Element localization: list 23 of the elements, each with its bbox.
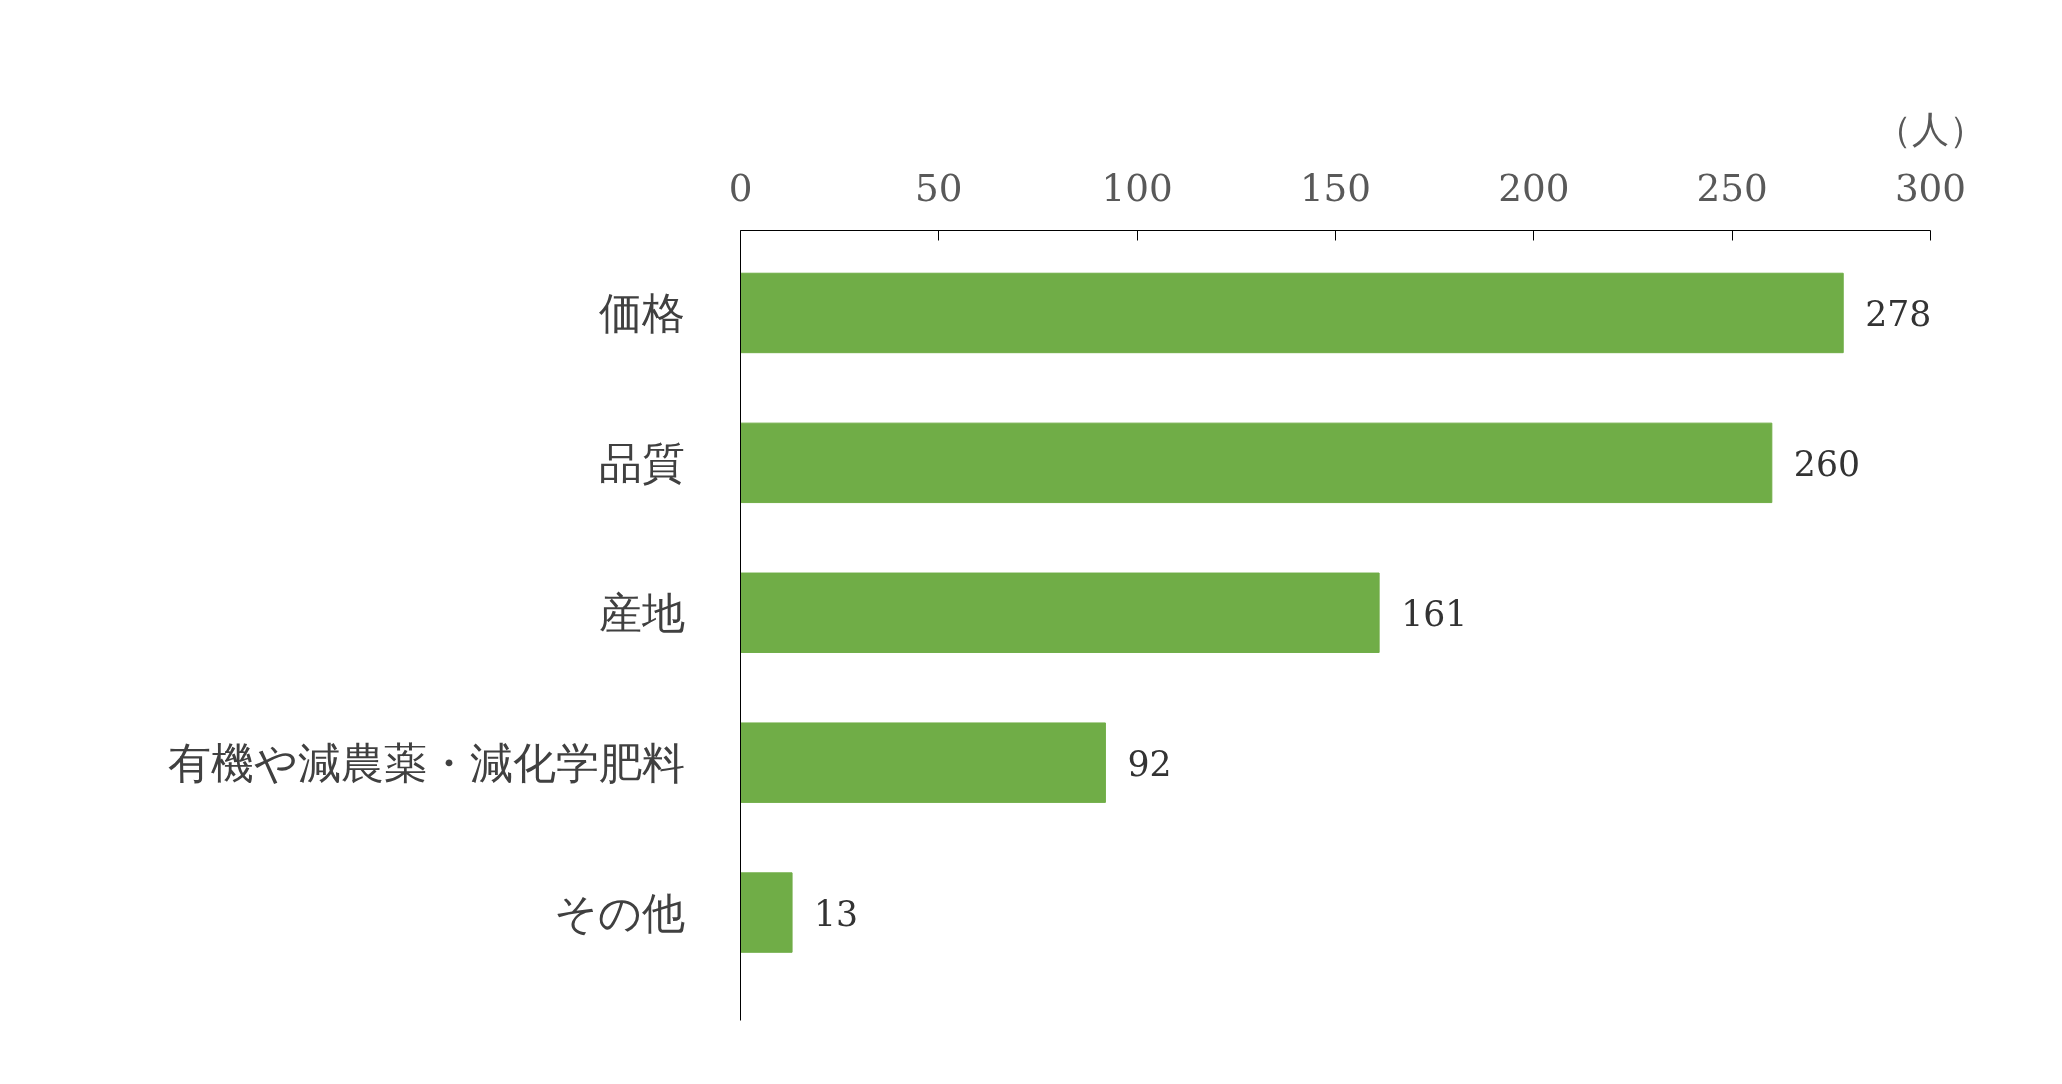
data-label: 260 — [1793, 443, 1860, 484]
data-label: 278 — [1865, 293, 1932, 334]
bar — [740, 722, 1106, 803]
bar — [740, 422, 1773, 504]
x-tick-label: 200 — [1498, 165, 1570, 210]
data-label: 13 — [814, 893, 859, 934]
y-tick-label: 有機や減農薬・減化学肥料 — [167, 737, 685, 788]
y-tick-label: その他 — [553, 887, 685, 938]
bar — [740, 872, 793, 953]
x-tick-label: 50 — [915, 165, 963, 210]
y-tick-label: 産地 — [598, 587, 685, 638]
x-axis-title: （人） — [1875, 106, 1986, 151]
x-tick-label: 250 — [1696, 165, 1768, 210]
x-tick-label: 100 — [1101, 165, 1173, 210]
bar — [740, 572, 1380, 653]
data-label: 92 — [1127, 743, 1172, 784]
y-tick-label: 品質 — [598, 437, 685, 488]
bar — [740, 272, 1844, 354]
data-label: 161 — [1401, 593, 1468, 634]
x-tick-label: 300 — [1894, 165, 1967, 210]
x-tick-label: 0 — [728, 165, 753, 210]
y-tick-label: 価格 — [598, 287, 685, 338]
x-tick-label: 150 — [1299, 165, 1372, 210]
